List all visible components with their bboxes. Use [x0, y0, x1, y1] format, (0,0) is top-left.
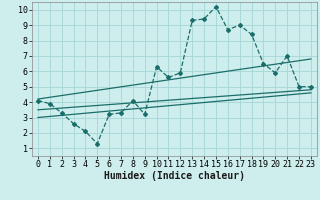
X-axis label: Humidex (Indice chaleur): Humidex (Indice chaleur) [104, 171, 245, 181]
